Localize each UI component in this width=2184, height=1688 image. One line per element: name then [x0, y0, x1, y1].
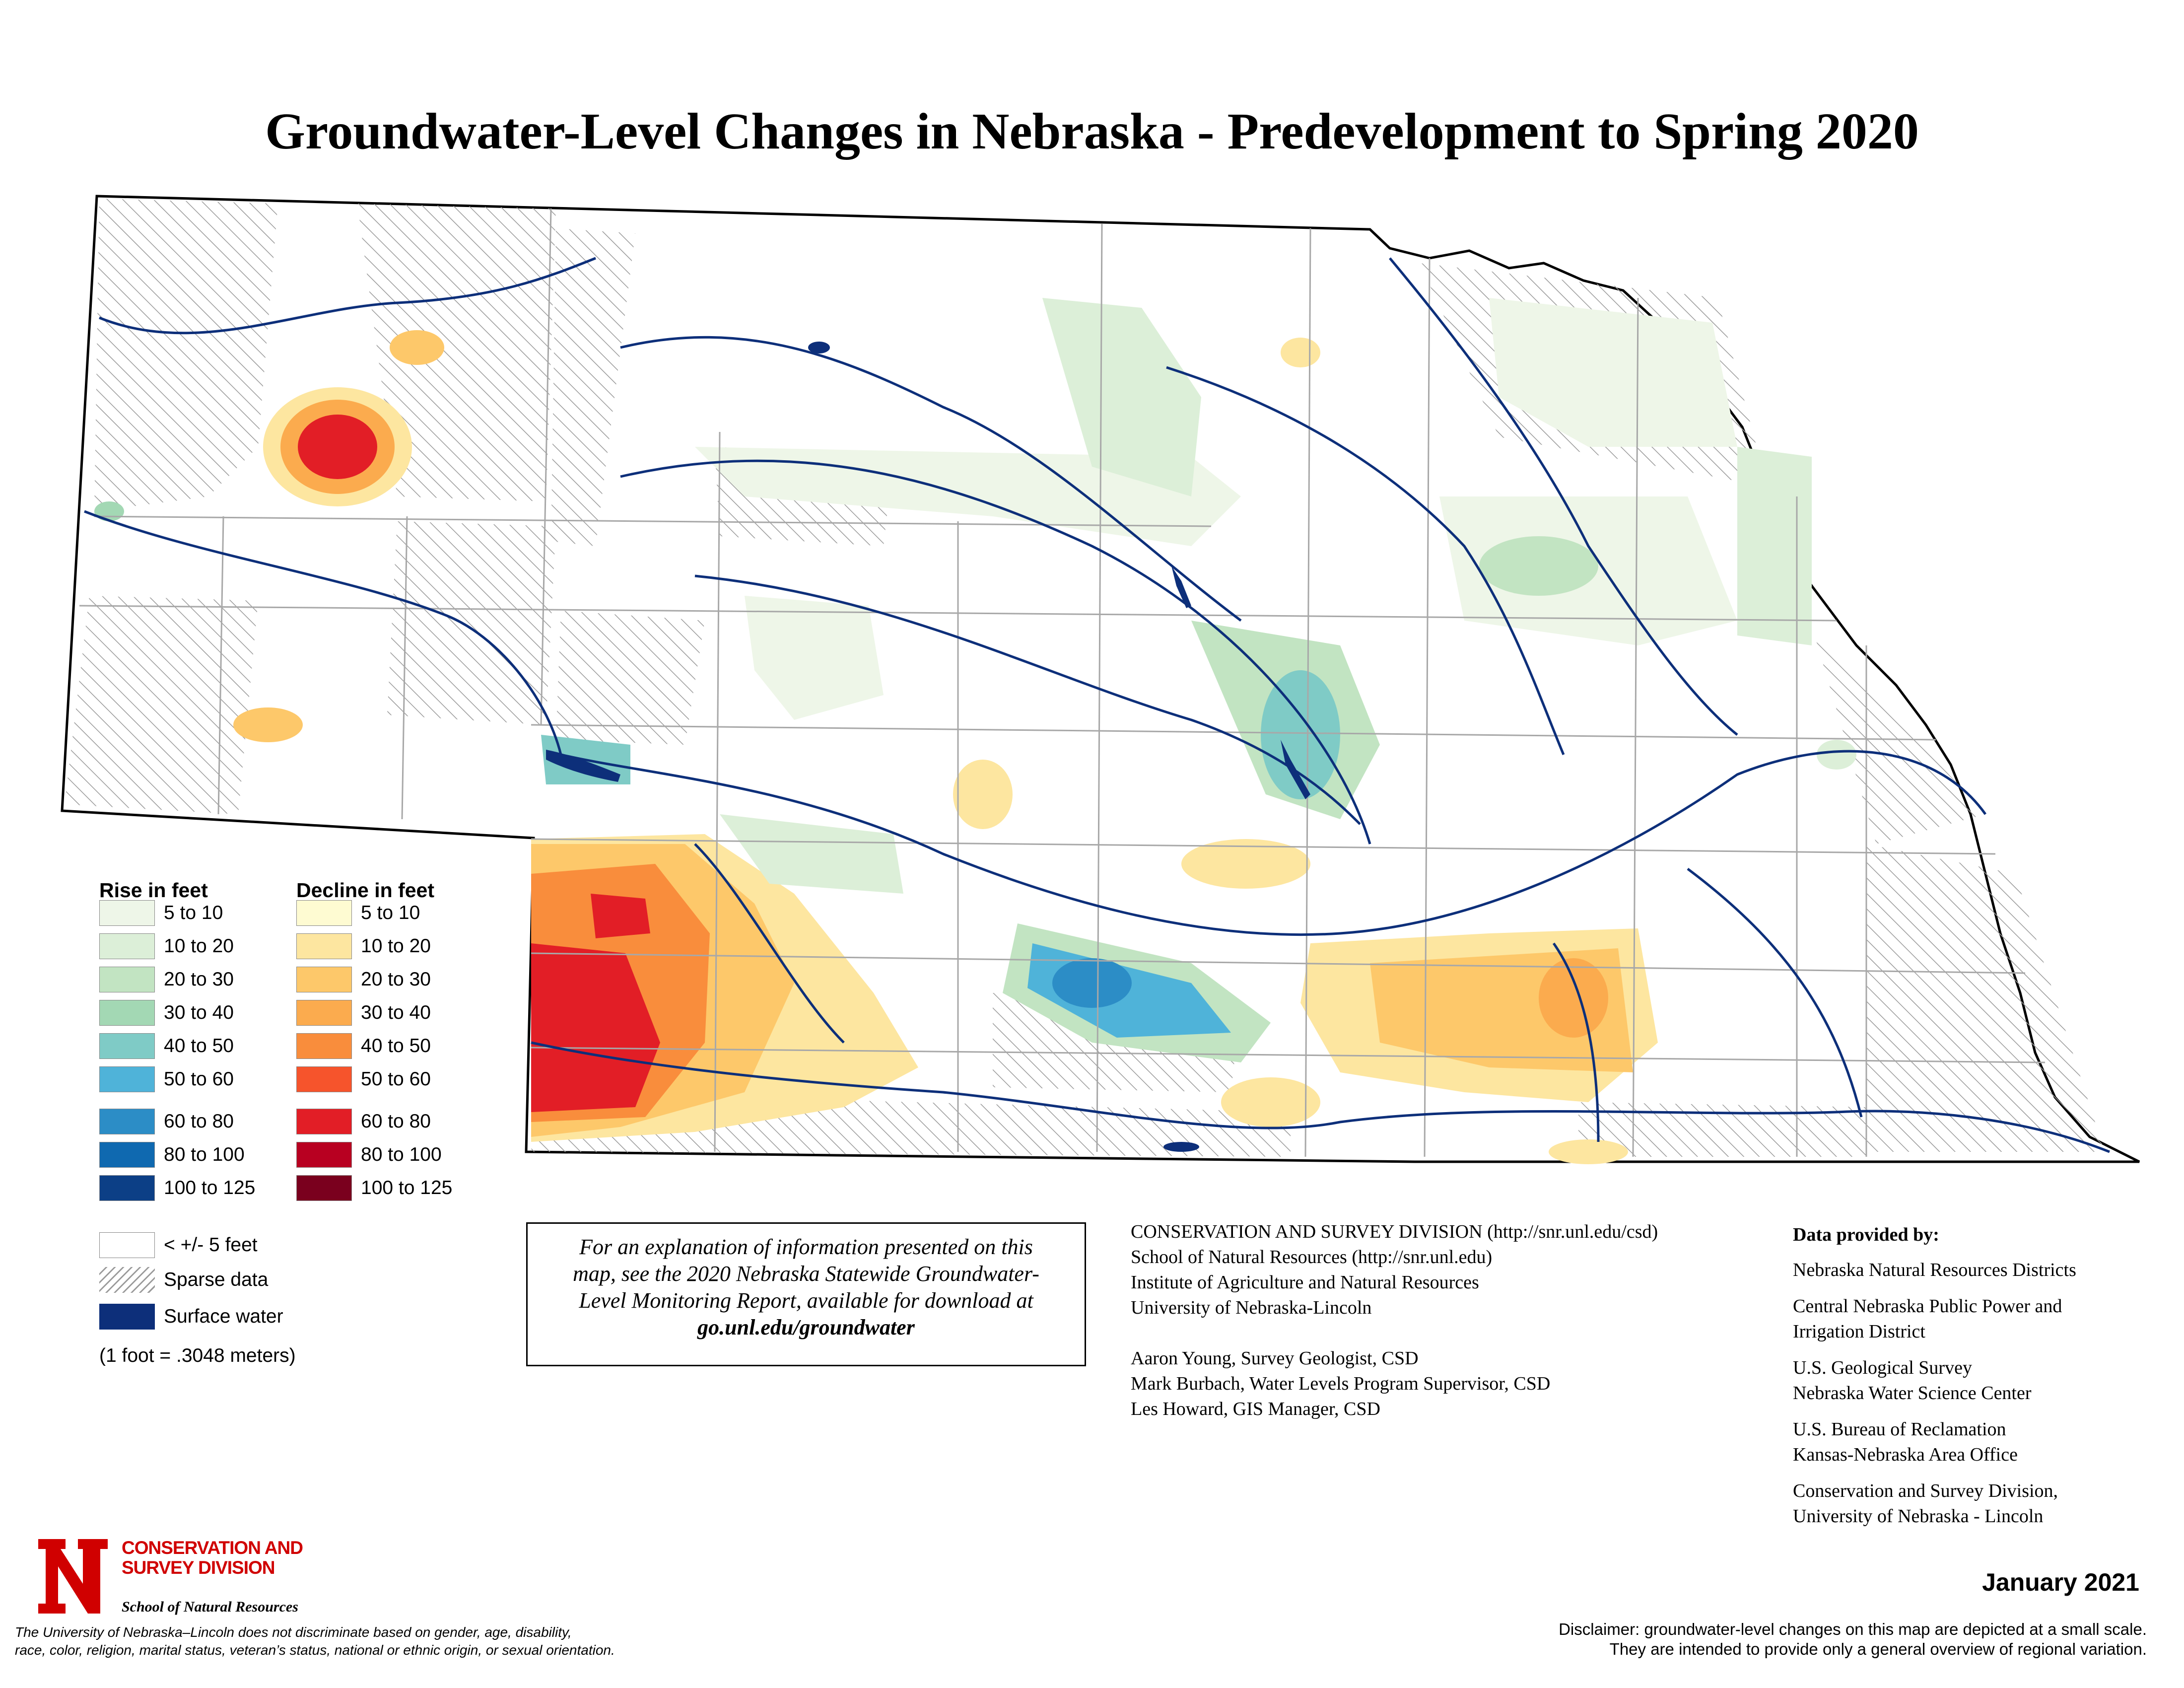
provider-item: U.S. Bureau of Reclamation [1793, 1419, 2006, 1440]
legend-decline-label: 40 to 50 [361, 1035, 431, 1056]
legend-swatch-surface-water [99, 1304, 155, 1330]
school-name: School of Natural Resources [122, 1599, 298, 1615]
provider-item: Irrigation District [1793, 1321, 1925, 1342]
nondiscrimination-line: race, color, religion, marital status, v… [15, 1642, 615, 1658]
legend-rise-label: 10 to 20 [164, 935, 234, 957]
legend-rise-swatch [99, 933, 155, 959]
provider-item: Nebraska Natural Resources Districts [1793, 1260, 2076, 1280]
provider-item: University of Nebraska - Lincoln [1793, 1506, 2044, 1527]
legend-decline-swatch [296, 933, 352, 959]
legend-label-blank: < +/- 5 feet [164, 1234, 258, 1256]
data-provided-heading: Data provided by: [1793, 1224, 1939, 1245]
provider-item: Nebraska Water Science Center [1793, 1383, 2032, 1404]
legend-decline-swatch [296, 1109, 352, 1134]
legend-rise-label: 30 to 40 [164, 1002, 234, 1023]
legend-rise-swatch [99, 1142, 155, 1168]
unit-name: CONSERVATION AND SURVEY DIVISION [122, 1538, 303, 1578]
provider-item: Conservation and Survey Division, [1793, 1480, 2058, 1501]
provider-item: U.S. Geological Survey [1793, 1357, 1972, 1378]
legend-rise-label: 100 to 125 [164, 1177, 256, 1198]
report-link[interactable]: go.unl.edu/groundwater [697, 1315, 915, 1339]
legend-rise-swatch [99, 967, 155, 992]
publication-date: January 2021 [1982, 1568, 2139, 1596]
report-note-box: For an explanation of information presen… [526, 1222, 1086, 1366]
legend-decline-label: 10 to 20 [361, 935, 431, 957]
unit-name-line-2: SURVEY DIVISION [122, 1557, 275, 1578]
legend-decline-swatch [296, 1033, 352, 1059]
legend-decline-swatch [296, 1000, 352, 1026]
credit-person: Les Howard, GIS Manager, CSD [1131, 1399, 1380, 1419]
county-lines [79, 208, 2046, 1157]
unit-name-line-1: CONSERVATION AND [122, 1538, 303, 1558]
disclaimer-line: Disclaimer: groundwater-level changes on… [1559, 1620, 2147, 1638]
legend-label-surface-water: Surface water [164, 1306, 283, 1327]
legend-rise-swatch [99, 1000, 155, 1026]
legend-rise-label: 20 to 30 [164, 969, 234, 990]
decline-zones [233, 330, 1658, 1164]
legend-decline-label: 20 to 30 [361, 969, 431, 990]
credit-line: University of Nebraska-Lincoln [1131, 1297, 1372, 1318]
legend-rise-swatch [99, 1175, 155, 1201]
legend-decline-swatch [296, 900, 352, 926]
legend-decline-label: 50 to 60 [361, 1068, 431, 1090]
legend-decline-swatch [296, 1142, 352, 1168]
legend-rise-label: 60 to 80 [164, 1111, 234, 1132]
legend-rise-label: 80 to 100 [164, 1144, 245, 1165]
surface-water [546, 342, 1310, 1152]
legend-rise-swatch [99, 900, 155, 926]
legend-swatch-sparse [99, 1267, 155, 1293]
nondiscrimination-statement: The University of Nebraska–Lincoln does … [15, 1623, 615, 1659]
legend-rise-heading: Rise in feet [99, 879, 208, 902]
data-provided-block: Data provided by: Nebraska Natural Resou… [1793, 1222, 2076, 1529]
provider-item: Central Nebraska Public Power and [1793, 1296, 2062, 1317]
legend-decline-swatch [296, 1175, 352, 1201]
legend-decline-label: 80 to 100 [361, 1144, 442, 1165]
legend-decline-heading: Decline in feet [296, 879, 434, 902]
provider-item: Kansas-Nebraska Area Office [1793, 1444, 2018, 1465]
note-line-1: For an explanation of information presen… [579, 1235, 1033, 1259]
rivers [84, 257, 2110, 1153]
legend-rise-swatch [99, 1033, 155, 1059]
legend-decline-label: 5 to 10 [361, 902, 420, 923]
legend-rise-swatch [99, 1109, 155, 1134]
legend-swatch-blank [99, 1232, 155, 1258]
note-line-3: Level Monitoring Report, available for d… [579, 1288, 1033, 1313]
legend-rise-label: 50 to 60 [164, 1068, 234, 1090]
disclaimer: Disclaimer: groundwater-level changes on… [1559, 1619, 2147, 1659]
legend-conversion: (1 foot = .3048 meters) [99, 1345, 296, 1366]
note-line-2: map, see the 2020 Nebraska Statewide Gro… [573, 1262, 1039, 1286]
legend-decline-label: 30 to 40 [361, 1002, 431, 1023]
legend-rise-label: 40 to 50 [164, 1035, 234, 1056]
credit-person: Mark Burbach, Water Levels Program Super… [1131, 1373, 1551, 1394]
credit-person: Aaron Young, Survey Geologist, CSD [1131, 1348, 1419, 1369]
rise-zones [94, 298, 1856, 1062]
credit-line: Institute of Agriculture and Natural Res… [1131, 1272, 1479, 1293]
legend-rise-swatch [99, 1066, 155, 1092]
credit-line: CONSERVATION AND SURVEY DIVISION (http:/… [1131, 1221, 1658, 1242]
disclaimer-line: They are intended to provide only a gene… [1609, 1640, 2147, 1658]
legend-rise-label: 5 to 10 [164, 902, 223, 923]
legend-label-sparse: Sparse data [164, 1269, 269, 1290]
nondiscrimination-line: The University of Nebraska–Lincoln does … [15, 1624, 572, 1640]
legend-decline-label: 100 to 125 [361, 1177, 453, 1198]
legend-decline-swatch [296, 967, 352, 992]
unl-n-logo [38, 1539, 108, 1614]
credit-line: School of Natural Resources (http://snr.… [1131, 1247, 1493, 1267]
credits-block: CONSERVATION AND SURVEY DIVISION (http:/… [1131, 1219, 1658, 1422]
legend-decline-label: 60 to 80 [361, 1111, 431, 1132]
legend-decline-swatch [296, 1066, 352, 1092]
map-title: Groundwater-Level Changes in Nebraska - … [265, 103, 1919, 160]
